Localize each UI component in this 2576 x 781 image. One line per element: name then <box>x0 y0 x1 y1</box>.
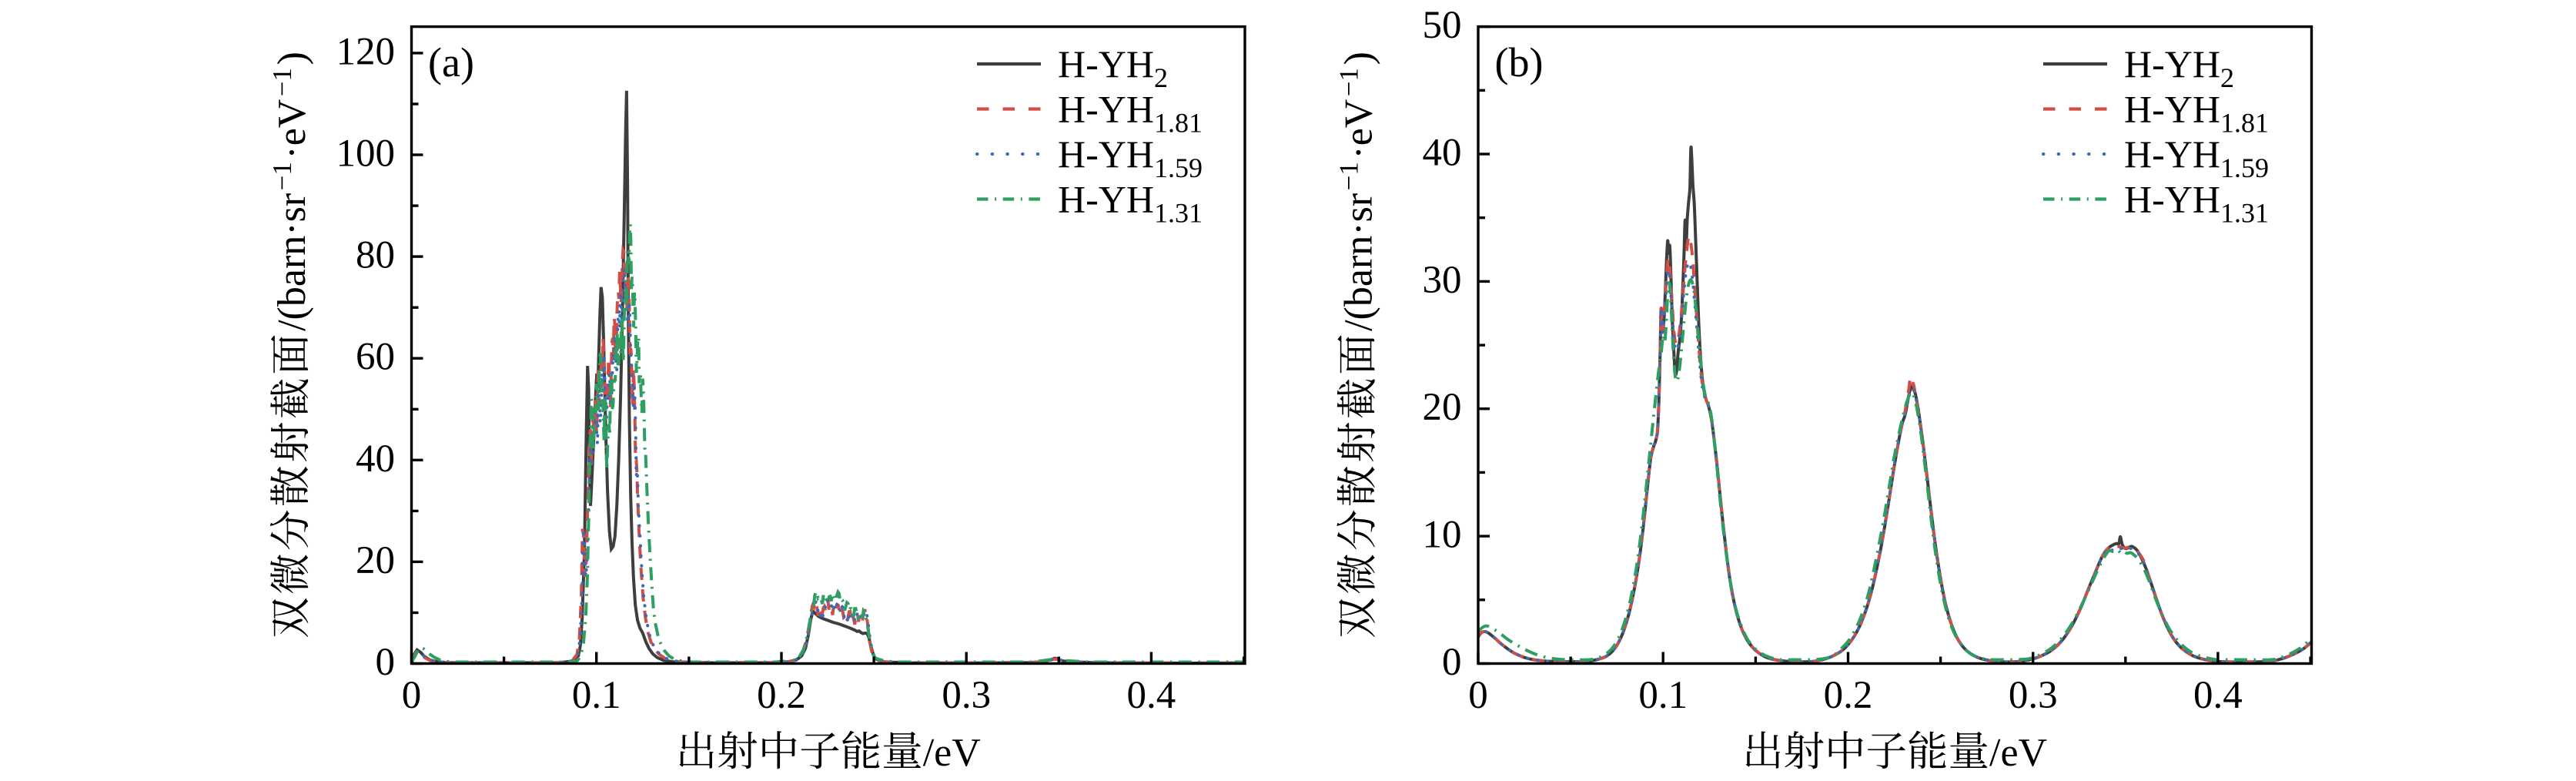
svg-text:/eV: /eV <box>1989 731 2047 775</box>
svg-text:0.2: 0.2 <box>757 674 806 717</box>
svg-text:120: 120 <box>336 30 396 73</box>
svg-text:0: 0 <box>376 641 396 684</box>
svg-text:H-YH1.59: H-YH1.59 <box>2124 132 2269 183</box>
svg-text:0.2: 0.2 <box>1824 674 1873 717</box>
svg-text:·eV: ·eV <box>270 99 314 159</box>
svg-text:0.4: 0.4 <box>1127 674 1176 717</box>
svg-text:0: 0 <box>402 674 422 717</box>
svg-text:30: 30 <box>1423 259 1462 302</box>
svg-text:10: 10 <box>1423 514 1462 557</box>
svg-text:40: 40 <box>356 437 395 481</box>
svg-text:H-YH2: H-YH2 <box>1058 42 1168 93</box>
svg-text:): ) <box>270 52 314 65</box>
svg-text:·eV: ·eV <box>1337 99 1381 159</box>
svg-text:/(barn·sr: /(barn·sr <box>1337 193 1381 331</box>
svg-text:H-YH2: H-YH2 <box>2124 42 2234 93</box>
svg-text:/(barn·sr: /(barn·sr <box>270 193 314 331</box>
svg-text:20: 20 <box>1423 386 1462 429</box>
svg-text:0.1: 0.1 <box>1638 674 1688 717</box>
svg-text:0.1: 0.1 <box>572 674 621 717</box>
svg-text:−1: −1 <box>1334 68 1364 96</box>
svg-text:(b): (b) <box>1495 39 1544 85</box>
svg-text:40: 40 <box>1423 132 1462 175</box>
svg-text:60: 60 <box>356 336 395 379</box>
svg-text:0.3: 0.3 <box>942 674 991 717</box>
svg-text:/eV: /eV <box>923 731 981 775</box>
svg-text:0: 0 <box>1468 674 1488 717</box>
svg-text:50: 50 <box>1423 4 1462 47</box>
svg-text:0.4: 0.4 <box>2193 674 2243 717</box>
svg-text:(a): (a) <box>428 39 474 85</box>
svg-text:100: 100 <box>336 132 396 176</box>
svg-text:): ) <box>1337 52 1381 65</box>
svg-text:80: 80 <box>356 234 395 277</box>
svg-text:0: 0 <box>1442 641 1462 684</box>
svg-text:−1: −1 <box>267 68 297 96</box>
svg-text:0.3: 0.3 <box>2009 674 2058 717</box>
svg-text:−1: −1 <box>267 162 297 190</box>
svg-text:−1: −1 <box>1334 162 1364 190</box>
svg-text:20: 20 <box>356 539 395 582</box>
